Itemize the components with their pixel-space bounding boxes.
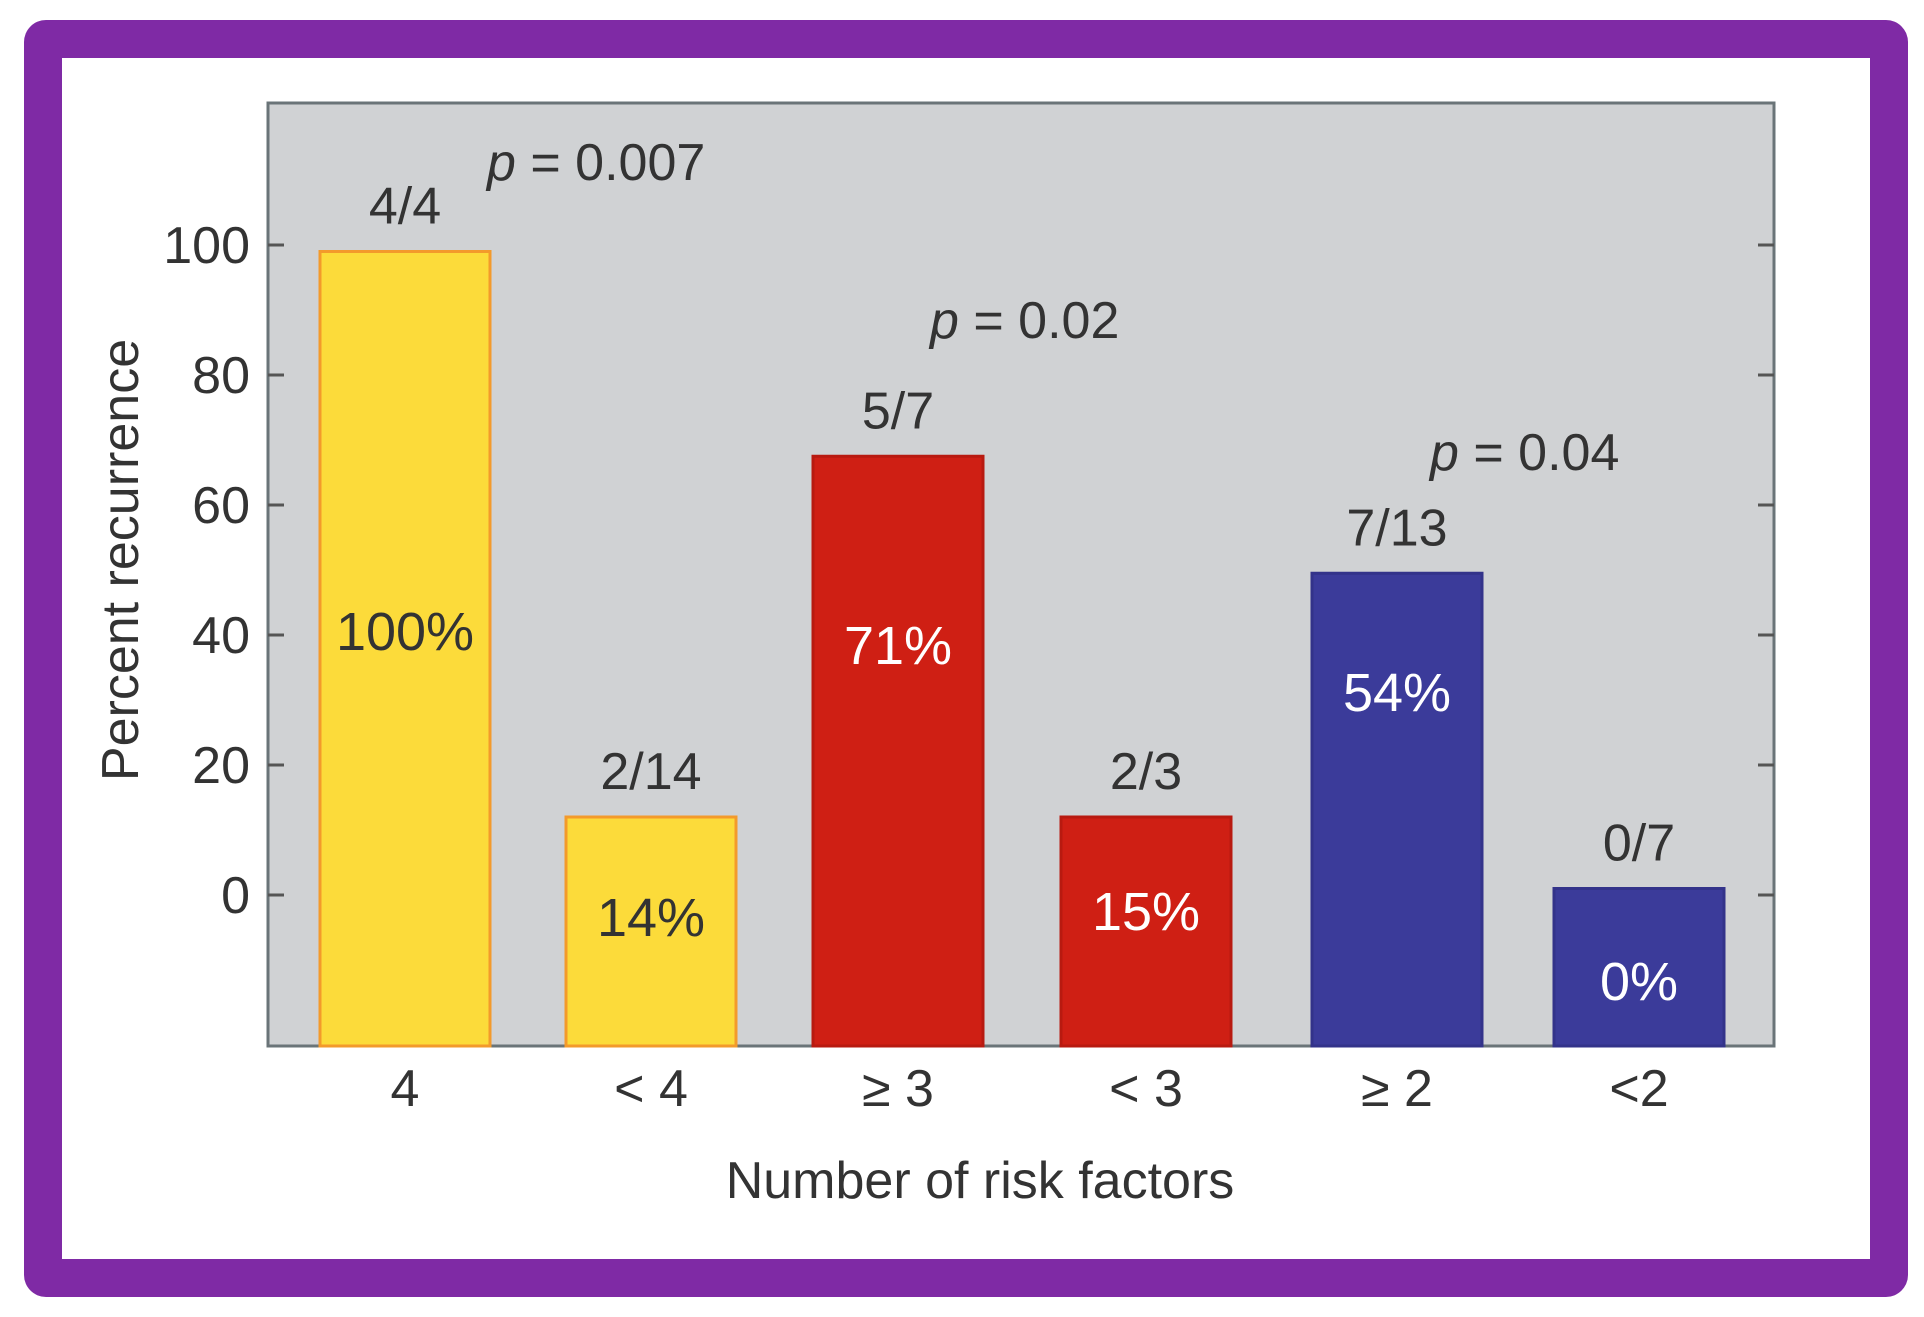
bar — [1552, 887, 1726, 1048]
x-axis: 4 < 4 ≥ 3 < 3 ≥ 2 <2 — [391, 1060, 1669, 1118]
percent-label: 71% — [844, 616, 952, 676]
p-value-label: p = 0.02 — [928, 292, 1119, 350]
x-tick-label: < 3 — [1109, 1060, 1183, 1118]
fraction-label: 2/14 — [600, 743, 701, 801]
percent-label: 0% — [1600, 952, 1678, 1012]
percent-label: 14% — [597, 888, 705, 948]
y-tick-label: 100 — [163, 217, 250, 275]
percent-label: 100% — [336, 602, 474, 662]
x-tick-label: ≥ 2 — [1361, 1060, 1433, 1118]
percent-label: 54% — [1343, 663, 1451, 723]
bar — [564, 815, 738, 1048]
bar — [811, 454, 985, 1048]
bars — [318, 250, 1726, 1048]
data-labels: 4/4 100% 2/14 14% 5/7 71% 2/3 15% 7/13 54% 0/7 0% p … — [336, 134, 1678, 1012]
y-axis-title: Percent recurrence — [92, 339, 150, 781]
y-tick-label: 80 — [192, 347, 250, 405]
plot-area — [266, 101, 1776, 1048]
percent-label: 15% — [1092, 882, 1200, 942]
bar — [1310, 571, 1484, 1048]
fraction-label: 7/13 — [1346, 499, 1447, 557]
x-tick-label: < 4 — [614, 1060, 688, 1118]
fraction-label: 0/7 — [1603, 815, 1675, 873]
bar — [318, 250, 492, 1048]
fraction-label: 5/7 — [862, 382, 934, 440]
x-axis-title: Number of risk factors — [726, 1152, 1235, 1210]
y-tick-label: 20 — [192, 737, 250, 795]
x-tick-label: ≥ 3 — [862, 1060, 934, 1118]
y-tick-label: 60 — [192, 477, 250, 535]
p-value-label: p = 0.04 — [1428, 424, 1619, 482]
x-tick-label: 4 — [391, 1060, 420, 1118]
fraction-label: 2/3 — [1110, 743, 1182, 801]
bar — [1059, 815, 1233, 1048]
y-tick-label: 0 — [221, 867, 250, 925]
fraction-label: 4/4 — [369, 178, 441, 236]
y-tick-label: 40 — [192, 607, 250, 665]
y-axis: 0 20 40 60 80 100 — [163, 217, 1774, 925]
x-tick-label: <2 — [1609, 1060, 1668, 1118]
p-value-label: p = 0.007 — [485, 134, 705, 192]
